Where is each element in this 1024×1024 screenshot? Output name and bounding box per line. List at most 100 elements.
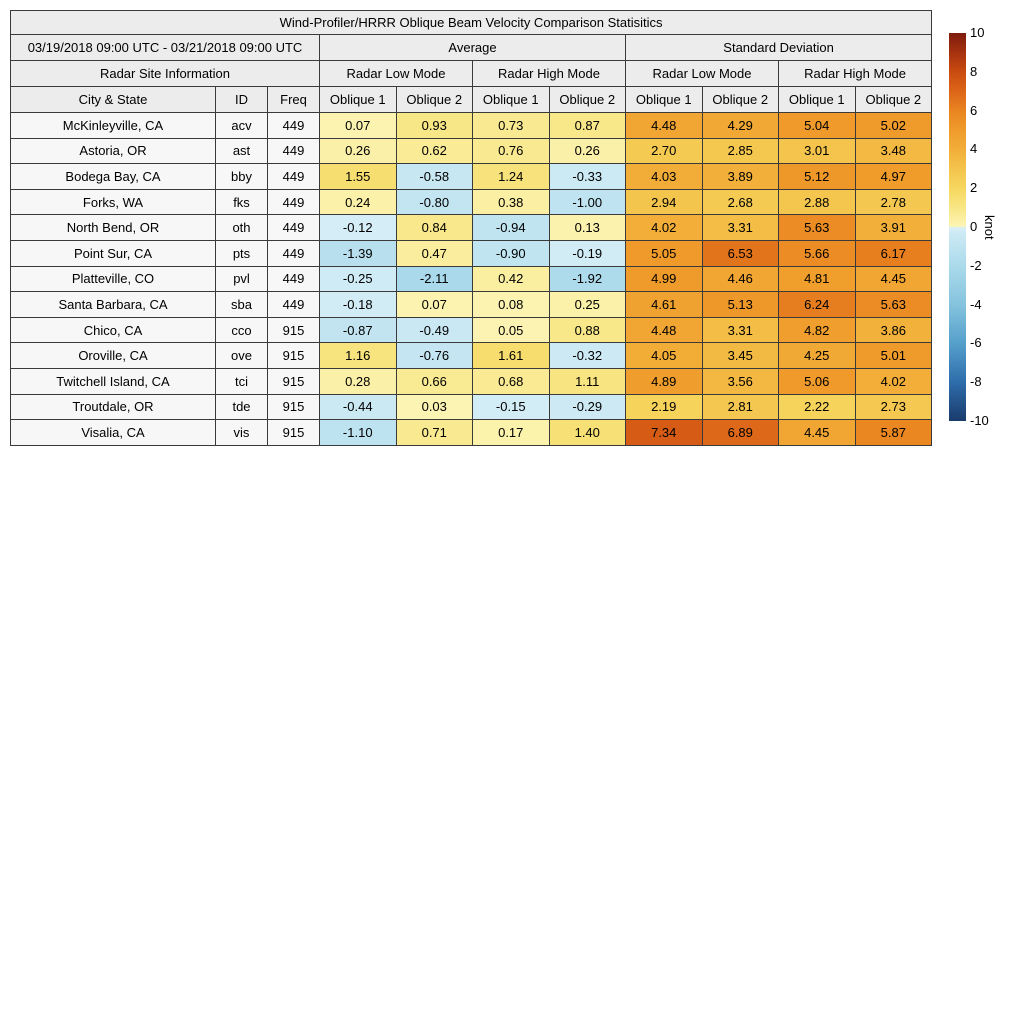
value-cell: 4.03 (625, 163, 703, 190)
city-cell: Santa Barbara, CA (10, 291, 216, 318)
value-cell: 0.07 (395, 291, 473, 318)
site-id-cell: ast (215, 137, 268, 165)
value-cell: 2.85 (701, 137, 779, 165)
table-row: Oroville, CA ove 915 1.16 -0.76 1.61 -0.32 4.05… (10, 342, 933, 369)
value-cell: 0.26 (548, 137, 626, 165)
sd-low-mode-header: Radar Low Mode (625, 60, 779, 87)
table-row: North Bend, OR oth 449 -0.12 0.84 -0.94 0.13 4.… (10, 214, 933, 241)
city-cell: Point Sur, CA (10, 239, 216, 267)
table-row: Forks, WA fks 449 0.24 -0.80 0.38 -1.00 2.94 2.6… (10, 188, 933, 216)
value-cell: 4.82 (778, 316, 856, 344)
colorbar-unit-label: knot (982, 214, 997, 240)
table-row: Astoria, OR ast 449 0.26 0.62 0.76 0.26 2.70 2.8… (10, 137, 933, 165)
stats-table: Wind-Profiler/HRRR Oblique Beam Velocity… (9, 10, 933, 446)
site-id-cell: pvl (215, 265, 268, 293)
mode-header-row: Radar Site Information Radar Low Mode Ra… (10, 60, 933, 87)
value-cell: 0.42 (472, 265, 550, 293)
value-cell: 4.45 (778, 419, 856, 446)
value-cell: 3.56 (701, 367, 779, 395)
site-id-cell: acv (215, 112, 268, 139)
value-cell: 2.94 (625, 188, 703, 216)
freq-cell: 915 (267, 367, 320, 395)
value-cell: 0.76 (472, 137, 550, 165)
value-cell: 0.07 (319, 112, 397, 139)
site-id-cell: tde (215, 393, 268, 421)
value-cell: 2.78 (854, 188, 933, 216)
value-cell: 0.66 (395, 367, 473, 395)
value-cell: 0.13 (548, 214, 626, 241)
value-cell: 4.89 (625, 367, 703, 395)
value-cell: 7.34 (625, 419, 703, 446)
value-cell: 0.05 (472, 316, 550, 344)
city-cell: Visalia, CA (10, 419, 216, 446)
freq-cell: 915 (267, 316, 320, 344)
value-cell: 3.89 (701, 163, 779, 190)
date-range: 03/19/2018 09:00 UTC - 03/21/2018 09:00 … (10, 34, 320, 61)
group-average: Average (319, 34, 626, 61)
value-cell: 4.02 (854, 367, 933, 395)
freq-cell: 915 (267, 419, 320, 446)
value-cell: 5.04 (778, 112, 856, 139)
site-id-cell: cco (215, 316, 268, 344)
city-cell: McKinleyville, CA (10, 112, 216, 139)
value-cell: -2.11 (395, 265, 473, 293)
value-cell: 3.45 (701, 342, 779, 369)
value-cell: -0.87 (319, 316, 397, 344)
city-cell: Platteville, CO (10, 265, 216, 293)
value-cell: 3.48 (854, 137, 933, 165)
value-cell: 4.48 (625, 112, 703, 139)
freq-cell: 449 (267, 163, 320, 190)
value-cell: 3.31 (701, 316, 779, 344)
value-cell: -0.19 (548, 239, 626, 267)
value-cell: 4.97 (854, 163, 933, 190)
value-cell: -0.76 (395, 342, 473, 369)
chart-title: Wind-Profiler/HRRR Oblique Beam Velocity… (9, 10, 933, 35)
site-info-header: Radar Site Information (10, 60, 320, 87)
value-cell: -1.39 (319, 239, 397, 267)
value-cell: 0.24 (319, 188, 397, 216)
value-cell: 1.55 (319, 163, 397, 190)
value-cell: 5.63 (778, 214, 856, 241)
value-cell: 0.93 (395, 112, 473, 139)
oblique1-header: Oblique 1 (778, 86, 856, 113)
value-cell: 0.71 (395, 419, 473, 446)
value-cell: 0.62 (395, 137, 473, 165)
value-cell: 1.40 (548, 419, 626, 446)
value-cell: 6.89 (701, 419, 779, 446)
value-cell: 4.02 (625, 214, 703, 241)
city-cell: Astoria, OR (10, 137, 216, 165)
freq-cell: 915 (267, 342, 320, 369)
freq-cell: 915 (267, 393, 320, 421)
city-cell: Twitchell Island, CA (10, 367, 216, 395)
table-row: Chico, CA cco 915 -0.87 -0.49 0.05 0.88 4.48 3.3… (10, 316, 933, 344)
value-cell: -0.25 (319, 265, 397, 293)
site-id-cell: pts (215, 239, 268, 267)
avg-high-mode-header: Radar High Mode (472, 60, 626, 87)
value-cell: 4.99 (625, 265, 703, 293)
value-cell: -0.12 (319, 214, 397, 241)
value-cell: 3.86 (854, 316, 933, 344)
colorbar-tick-label: -10 (970, 413, 989, 428)
freq-cell: 449 (267, 291, 320, 318)
value-cell: 0.03 (395, 393, 473, 421)
colorbar-tick-label: -4 (970, 296, 982, 312)
colorbar-tick-label: -6 (970, 335, 982, 351)
id-header: ID (215, 86, 268, 113)
sd-high-mode-header: Radar High Mode (777, 60, 933, 87)
value-cell: 5.01 (854, 342, 933, 369)
value-cell: 0.38 (472, 188, 550, 216)
table-row: Visalia, CA vis 915 -1.10 0.71 0.17 1.40 7.34 6.… (10, 419, 933, 446)
value-cell: 0.73 (472, 112, 550, 139)
value-cell: 5.63 (854, 291, 933, 318)
table-row: Twitchell Island, CA tci 915 0.28 0.66 0.68 1.… (10, 367, 933, 395)
city-cell: Oroville, CA (10, 342, 216, 369)
value-cell: 6.24 (778, 291, 856, 318)
value-cell: 2.19 (625, 393, 703, 421)
colorbar-tick-label: 10 (970, 25, 985, 40)
value-cell: 4.25 (778, 342, 856, 369)
colorbar-tick-label: 8 (970, 63, 978, 79)
colorbar-tick-label: -2 (970, 257, 982, 273)
value-cell: 1.16 (319, 342, 397, 369)
value-cell: 0.68 (472, 367, 550, 395)
value-cell: 2.73 (854, 393, 933, 421)
